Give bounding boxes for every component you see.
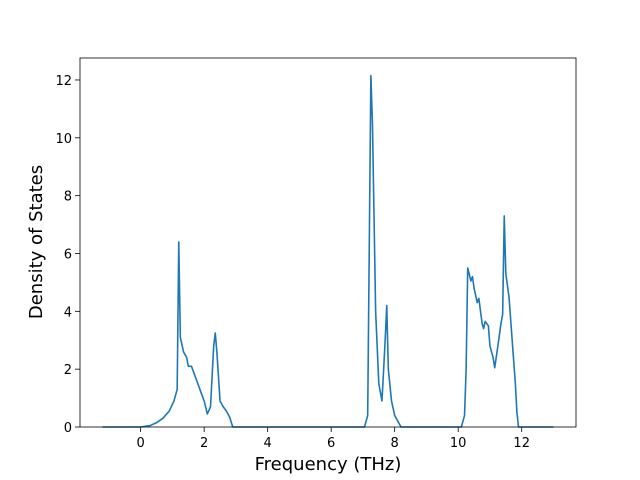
y-tick-label: 0	[64, 421, 72, 436]
plot-frame	[79, 57, 577, 428]
x-tick-label: 8	[391, 436, 399, 451]
y-tick-label: 8	[64, 190, 72, 205]
y-tick-label: 12	[55, 74, 72, 89]
x-tick-label: 12	[513, 436, 530, 451]
y-tick-label: 4	[64, 305, 72, 320]
x-tick-label: 10	[450, 436, 467, 451]
line	[102, 74, 554, 428]
x-axis-label: Frequency (THz)	[255, 454, 402, 475]
x-tick-label: 2	[200, 436, 208, 451]
x-tick-label: 4	[264, 436, 272, 451]
y-tick-label: 10	[55, 132, 72, 147]
y-tick-label: 2	[64, 363, 72, 378]
x-tick-label: 6	[327, 436, 335, 451]
y-axis-label: Density of States	[26, 165, 47, 319]
x-tick-label: 0	[137, 436, 145, 451]
y-tick-label: 6	[64, 247, 72, 262]
